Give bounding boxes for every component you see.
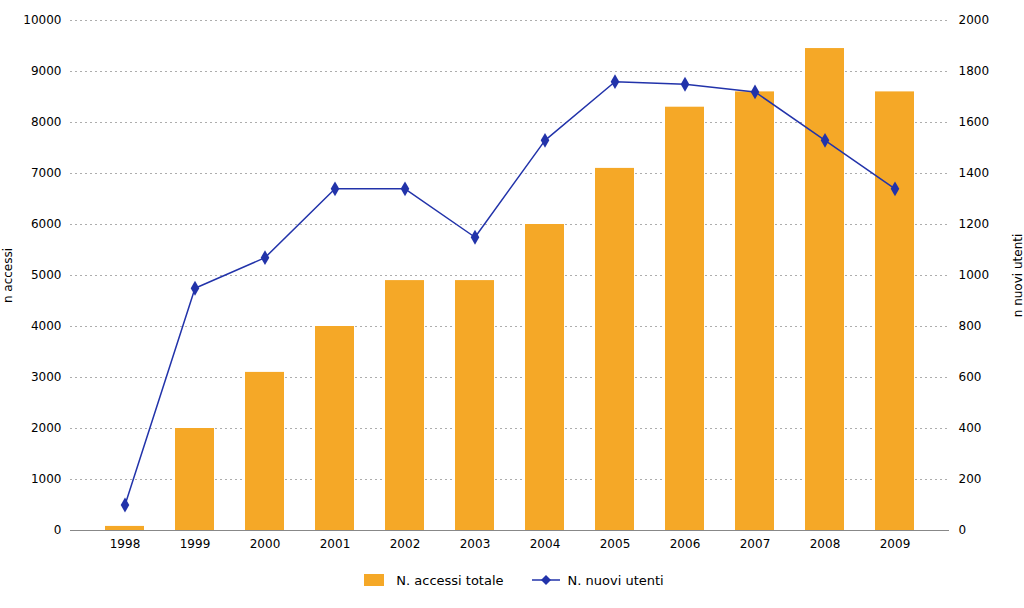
svg-text:3000: 3000 [31,370,62,384]
svg-text:1400: 1400 [959,166,990,180]
svg-text:8000: 8000 [31,115,62,129]
svg-text:4000: 4000 [31,319,62,333]
html-text:N. nuovi utenti: N. nuovi utenti [567,572,664,588]
svg-text:1999: 1999 [180,537,211,551]
svg-text:1600: 1600 [959,115,990,129]
svg-text:2003: 2003 [460,537,491,551]
svg-text:200: 200 [959,472,982,486]
svg-text:1998: 1998 [110,537,141,551]
svg-text:600: 600 [959,370,982,384]
svg-text:2009: 2009 [880,537,911,551]
svg-text:5000: 5000 [31,268,62,282]
svg-text:1200: 1200 [959,217,990,231]
svg-text:n accessi: n accessi [1,248,15,303]
svg-text:1800: 1800 [959,64,990,78]
svg-text:2000: 2000 [959,13,990,27]
svg-text:2007: 2007 [740,537,771,551]
svg-text:1000: 1000 [31,472,62,486]
svg-text:2002: 2002 [390,537,421,551]
svg-text:2008: 2008 [810,537,841,551]
svg-text:9000: 9000 [31,64,62,78]
svg-text:10000: 10000 [23,13,61,27]
svg-text:2000: 2000 [250,537,281,551]
svg-text:2001: 2001 [320,537,351,551]
html-text:N. accessi totale: N. accessi totale [396,572,504,588]
svg-text:800: 800 [959,319,982,333]
svg-text:0: 0 [54,523,62,537]
svg-text:2000: 2000 [31,421,62,435]
svg-text:7000: 7000 [31,166,62,180]
svg-text:2004: 2004 [530,537,561,551]
svg-text:n nuovi utenti: n nuovi utenti [1011,234,1024,318]
svg-text:6000: 6000 [31,217,62,231]
svg-text:400: 400 [959,421,982,435]
svg-text:2005: 2005 [600,537,631,551]
svg-text:1000: 1000 [959,268,990,282]
svg-text:2006: 2006 [670,537,701,551]
svg-text:0: 0 [959,523,967,537]
